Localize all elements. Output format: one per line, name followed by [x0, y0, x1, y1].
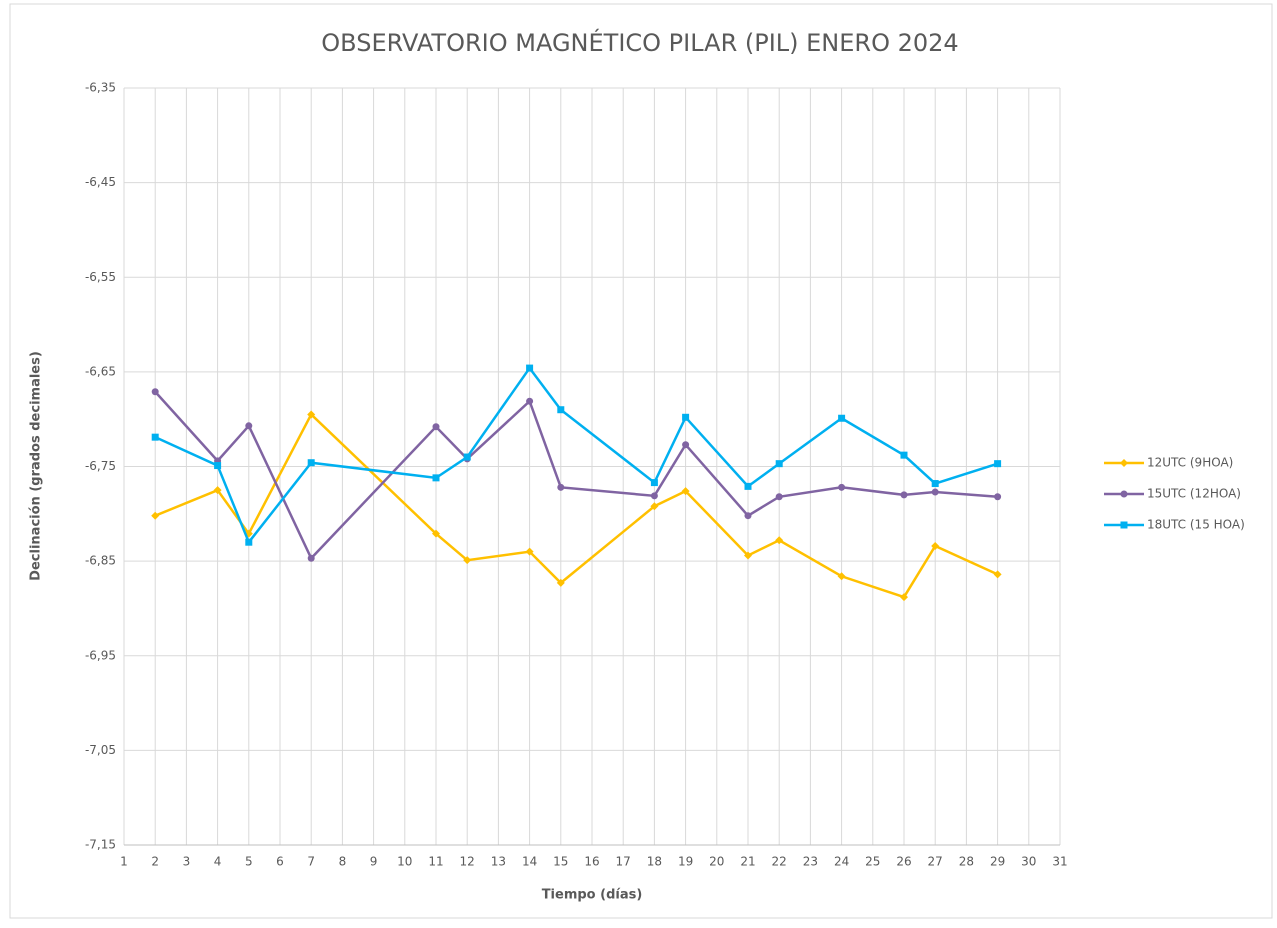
- marker: [744, 551, 752, 560]
- marker: [151, 511, 160, 520]
- x-tick-label: 27: [928, 855, 943, 869]
- marker: [837, 572, 846, 581]
- x-tick-label: 1: [120, 855, 128, 869]
- marker: [900, 593, 908, 602]
- marker: [931, 541, 940, 550]
- x-tick-label: 15: [553, 855, 568, 869]
- marker: [650, 492, 658, 500]
- x-tick-label: 18: [647, 855, 662, 869]
- x-tick-label: 22: [772, 855, 787, 869]
- x-tick-label: 7: [307, 855, 315, 869]
- legend-marker: [1120, 521, 1128, 529]
- x-tick-label: 31: [1052, 855, 1067, 869]
- x-tick-label: 29: [990, 855, 1005, 869]
- x-axis-title: Tiempo (días): [542, 888, 643, 903]
- marker: [650, 479, 658, 487]
- x-tick-label: 6: [276, 855, 284, 869]
- x-tick-label: 5: [245, 855, 253, 869]
- y-tick-label: -6,85: [85, 554, 116, 568]
- x-tick-label: 2: [151, 855, 159, 869]
- x-tick-label: 11: [428, 855, 443, 869]
- marker: [557, 406, 565, 414]
- x-tick-label: 28: [959, 855, 974, 869]
- marker: [151, 433, 159, 441]
- marker: [556, 578, 565, 587]
- marker: [557, 483, 565, 491]
- marker: [775, 493, 783, 501]
- x-tick-label: 8: [339, 855, 347, 869]
- x-tick-label: 17: [616, 855, 631, 869]
- x-tick-label: 23: [803, 855, 818, 869]
- x-tick-label: 25: [865, 855, 880, 869]
- y-tick-label: -6,35: [85, 81, 116, 95]
- marker: [994, 493, 1002, 501]
- marker: [432, 529, 440, 538]
- marker: [526, 397, 534, 405]
- marker: [744, 482, 752, 490]
- marker: [744, 512, 752, 520]
- x-tick-label: 13: [491, 855, 506, 869]
- x-tick-label: 3: [183, 855, 191, 869]
- series-line: [154, 412, 999, 599]
- marker: [432, 423, 440, 431]
- legend-label: 15UTC (12HOA): [1147, 487, 1241, 501]
- marker: [307, 459, 315, 467]
- x-tick-label: 19: [678, 855, 693, 869]
- x-tick-label: 4: [214, 855, 222, 869]
- marker: [931, 488, 939, 496]
- legend-label: 18UTC (15 HOA): [1147, 518, 1245, 532]
- x-tick-label: 24: [834, 855, 849, 869]
- y-tick-label: -6,45: [85, 175, 116, 189]
- marker: [245, 538, 253, 546]
- marker: [682, 441, 690, 449]
- marker: [900, 491, 908, 499]
- y-tick-label: -6,75: [85, 459, 116, 473]
- x-tick-label: 21: [740, 855, 755, 869]
- y-tick-label: -7,05: [85, 743, 116, 757]
- marker: [682, 413, 690, 421]
- marker: [151, 388, 159, 396]
- legend-marker: [1120, 490, 1128, 498]
- y-tick-label: -6,55: [85, 270, 116, 284]
- x-tick-label: 30: [1021, 855, 1036, 869]
- marker: [245, 422, 253, 430]
- chart-title: OBSERVATORIO MAGNÉTICO PILAR (PIL) ENERO…: [321, 28, 958, 57]
- marker: [213, 486, 222, 495]
- y-tick-label: -6,65: [85, 364, 116, 378]
- y-tick-label: -6,95: [85, 648, 116, 662]
- x-tick-label: 20: [709, 855, 724, 869]
- marker: [838, 483, 846, 491]
- x-tick-label: 26: [896, 855, 911, 869]
- x-tick-label: 14: [522, 855, 537, 869]
- marker: [681, 487, 690, 496]
- marker: [463, 453, 471, 461]
- marker: [525, 547, 534, 556]
- marker: [994, 460, 1002, 468]
- x-tick-label: 10: [397, 855, 412, 869]
- y-tick-label: -7,15: [85, 838, 116, 852]
- marker: [931, 480, 939, 488]
- y-axis-title: Declinación (grados decimales): [29, 351, 44, 581]
- marker: [307, 554, 315, 562]
- marker: [432, 474, 440, 482]
- marker: [526, 364, 534, 372]
- marker: [838, 414, 846, 422]
- marker: [775, 460, 783, 468]
- marker: [214, 462, 222, 470]
- marker: [463, 556, 472, 565]
- marker: [650, 502, 659, 511]
- marker: [307, 410, 316, 419]
- marker: [900, 451, 908, 459]
- marker: [775, 536, 784, 545]
- marker: [993, 570, 1002, 579]
- x-tick-label: 9: [370, 855, 378, 869]
- series-line: [154, 390, 998, 561]
- legend-label: 12UTC (9HOA): [1147, 456, 1233, 470]
- series-line: [154, 365, 998, 545]
- legend-marker: [1120, 459, 1128, 467]
- chart-border: [9, 3, 1273, 919]
- x-tick-label: 16: [584, 855, 599, 869]
- x-tick-label: 12: [460, 855, 475, 869]
